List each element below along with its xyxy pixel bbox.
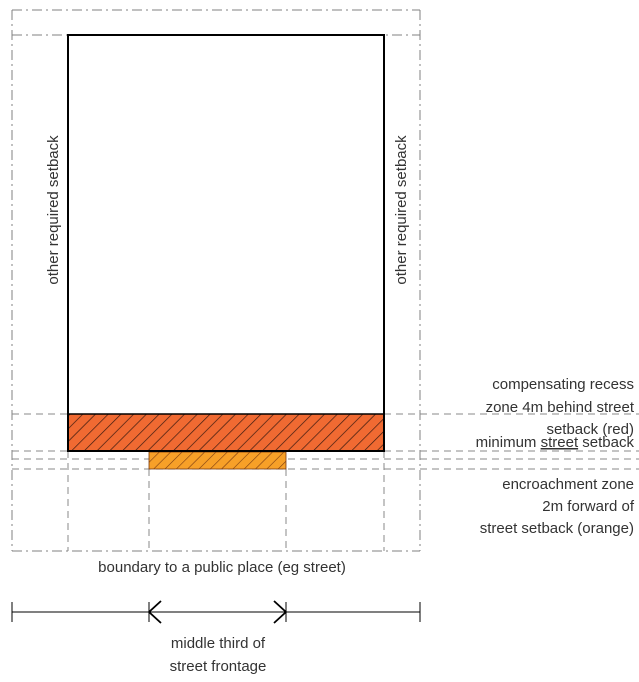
svg-text:setback (red): setback (red): [546, 421, 634, 438]
encroachment-zone: [148, 451, 287, 470]
svg-text:street frontage: street frontage: [170, 658, 267, 675]
svg-text:street setback (orange): street setback (orange): [480, 520, 634, 537]
building-outline: [67, 34, 385, 452]
recess-zone-label: compensating recess zone 4m behind stree…: [486, 376, 635, 438]
encroachment-zone-label: encroachment zone 2m forward of street s…: [480, 476, 635, 537]
min-setback-label: minimum street setback: [476, 434, 635, 451]
frontage-dimension: [11, 600, 421, 624]
recess-zone: [67, 413, 385, 452]
svg-text:compensating recess: compensating recess: [492, 376, 634, 393]
setback-left-label: other required setback: [45, 135, 62, 285]
svg-text:encroachment zone: encroachment zone: [502, 476, 634, 493]
arrow-right-icon: [273, 600, 288, 624]
svg-text:middle third of: middle third of: [171, 635, 266, 652]
arrow-left-icon: [147, 600, 162, 624]
middle-third-label: middle third of street frontage: [170, 635, 267, 675]
boundary-label: boundary to a public place (eg street): [98, 559, 346, 576]
svg-text:zone 4m behind street: zone 4m behind street: [486, 399, 635, 416]
svg-text:2m forward of: 2m forward of: [542, 498, 635, 515]
lot-boundary: [11, 9, 421, 552]
setback-right-label: other required setback: [393, 135, 410, 285]
